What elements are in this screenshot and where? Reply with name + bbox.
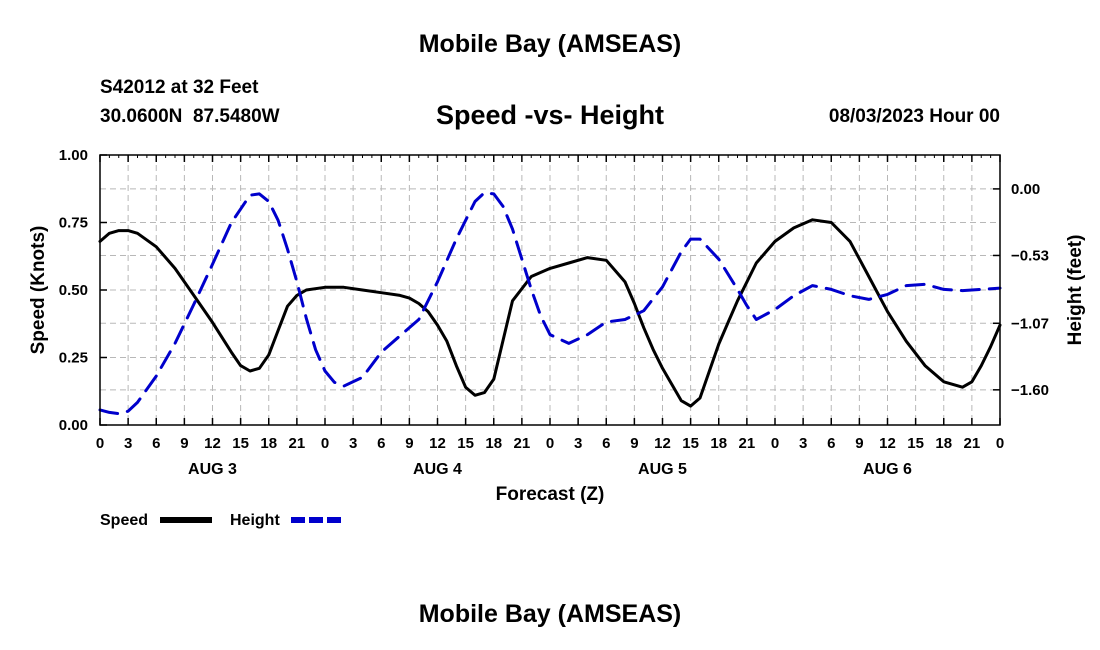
x-tick-label: 21 [514, 435, 531, 452]
x-tick-label: 15 [682, 435, 699, 452]
legend-label-speed: Speed [100, 512, 148, 529]
x-tick-label: 18 [485, 435, 502, 452]
chart-grid [100, 155, 1000, 425]
x-tick-label: 3 [799, 435, 807, 452]
x-tick-label: 9 [180, 435, 188, 452]
x-tick-label: 21 [964, 435, 981, 452]
x-tick-label: 21 [739, 435, 756, 452]
x-tick-label: 9 [405, 435, 413, 452]
station-label: S42012 at 32 Feet [100, 77, 259, 98]
top-title: Mobile Bay (AMSEAS) [418, 30, 682, 58]
x-axis-label: Forecast (Z) [496, 484, 605, 505]
x-tick-label: 3 [574, 435, 582, 452]
x-tick-label: 18 [260, 435, 277, 452]
x-tick-label: 6 [152, 435, 160, 452]
x-tick-label: 0 [321, 435, 329, 452]
bottom-title: Mobile Bay (AMSEAS) [418, 600, 682, 628]
x-tick-label: 0 [996, 435, 1004, 452]
x-tick-label: 6 [377, 435, 385, 452]
x-tick-label: 0 [771, 435, 779, 452]
chart-title: Speed -vs- Height [435, 100, 665, 130]
x-tick-label: 9 [630, 435, 638, 452]
y-tick-label: 0.00 [59, 417, 88, 434]
y-tick-label: 0.75 [59, 215, 88, 232]
y2-tick-label: −0.53 [1011, 247, 1049, 264]
x-tick-label: 21 [289, 435, 306, 452]
x-tick-label: 18 [935, 435, 952, 452]
day-label: AUG 3 [188, 461, 237, 478]
forecast-datetime: 08/03/2023 Hour 00 [828, 106, 1000, 127]
y2-tick-label: −1.60 [1011, 382, 1049, 399]
x-tick-label: 12 [204, 435, 221, 452]
y2-tick-label: 0.00 [1011, 181, 1040, 198]
series-line-height [98, 191, 1002, 416]
y-tick-label: 0.25 [59, 350, 88, 367]
chart-ticks: 0 3 6 9 12 15 18 21 0 3 6 9 12 15 18 21 0 3 6 9 12 15 18 21 0 3 6 9… [59, 147, 1049, 478]
chart-series [98, 191, 1002, 416]
y-axis-label: Speed (Knots) [28, 226, 49, 355]
x-tick-label: 12 [654, 435, 671, 452]
x-tick-label: 15 [232, 435, 249, 452]
y2-axis-label: Height (feet) [1065, 235, 1086, 346]
y-tick-label: 1.00 [59, 147, 88, 164]
x-tick-label: 9 [855, 435, 863, 452]
x-tick-label: 0 [96, 435, 104, 452]
y2-tick-label: −1.07 [1011, 315, 1049, 332]
x-tick-label: 6 [827, 435, 835, 452]
x-tick-label: 3 [124, 435, 132, 452]
x-tick-label: 15 [457, 435, 474, 452]
x-tick-label: 3 [349, 435, 357, 452]
coordinates-label: 30.0600N 87.5480W [100, 106, 280, 127]
x-tick-label: 0 [546, 435, 554, 452]
y-tick-label: 0.50 [59, 282, 88, 299]
x-tick-label: 6 [602, 435, 610, 452]
x-tick-label: 12 [429, 435, 446, 452]
x-tick-label: 18 [710, 435, 727, 452]
day-label: AUG 6 [863, 461, 912, 478]
legend: Speed Height [100, 512, 342, 529]
day-label: AUG 4 [413, 461, 462, 478]
x-tick-label: 15 [907, 435, 924, 452]
x-tick-label: 12 [879, 435, 896, 452]
legend-label-height: Height [230, 512, 280, 529]
series-line-speed [98, 218, 1002, 408]
day-label: AUG 5 [638, 461, 687, 478]
